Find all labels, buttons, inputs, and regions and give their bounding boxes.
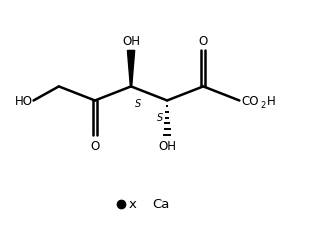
Text: S: S [157,113,163,123]
Text: OH: OH [122,35,140,48]
Text: O: O [90,139,100,152]
Text: x: x [129,197,137,210]
Text: HO: HO [15,94,32,108]
Text: H: H [266,94,275,108]
Text: S: S [135,99,141,109]
Text: OH: OH [158,139,176,152]
Text: Ca: Ca [152,197,169,210]
Polygon shape [127,51,135,87]
Text: O: O [199,35,208,48]
Text: CO: CO [241,94,259,108]
Text: 2: 2 [260,100,265,109]
